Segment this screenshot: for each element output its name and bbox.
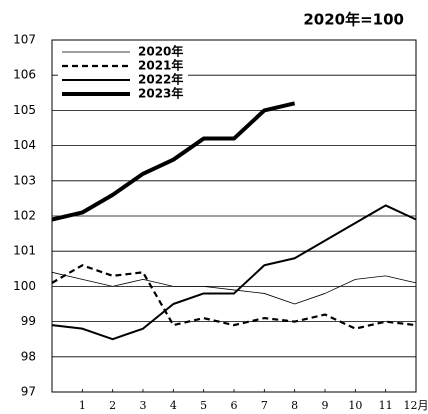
legend-label: 2020年 bbox=[138, 44, 183, 59]
series-line bbox=[51, 271, 417, 305]
x-tick-label: 12月 bbox=[404, 399, 428, 412]
x-tick-label: 2 bbox=[109, 399, 116, 412]
plot-frame bbox=[51, 39, 417, 393]
y-tick-label: 100 bbox=[13, 279, 36, 293]
series-line bbox=[51, 204, 417, 341]
y-tick-label: 105 bbox=[13, 103, 36, 117]
legend-label: 2022年 bbox=[138, 72, 183, 87]
x-tick-label: 8 bbox=[291, 399, 298, 412]
legend-label: 2021年 bbox=[138, 58, 183, 73]
legend-label: 2023年 bbox=[138, 86, 183, 101]
y-tick-label: 99 bbox=[21, 314, 36, 328]
x-tick-label: 6 bbox=[231, 399, 238, 412]
x-tick-label: 11 bbox=[379, 399, 393, 412]
x-tick-label: 10 bbox=[348, 399, 362, 412]
y-tick-label: 106 bbox=[13, 68, 36, 82]
y-tick-label: 97 bbox=[21, 385, 36, 399]
y-tick-label: 98 bbox=[21, 349, 36, 363]
x-tick-label: 1 bbox=[79, 399, 86, 412]
series-line bbox=[51, 264, 417, 330]
y-tick-label: 104 bbox=[13, 138, 36, 152]
x-tick-label: 4 bbox=[170, 399, 177, 412]
y-tick-label: 102 bbox=[13, 209, 36, 223]
series-line bbox=[51, 101, 296, 222]
annotation: 2020年=100 bbox=[303, 11, 404, 29]
y-tick-label: 103 bbox=[13, 173, 36, 187]
x-tick-label: 5 bbox=[200, 399, 207, 412]
x-tick-label: 3 bbox=[140, 399, 147, 412]
y-tick-label: 107 bbox=[13, 33, 36, 47]
x-tick-label: 9 bbox=[322, 399, 329, 412]
y-tick-label: 101 bbox=[13, 244, 36, 258]
x-tick-label: 7 bbox=[261, 399, 268, 412]
